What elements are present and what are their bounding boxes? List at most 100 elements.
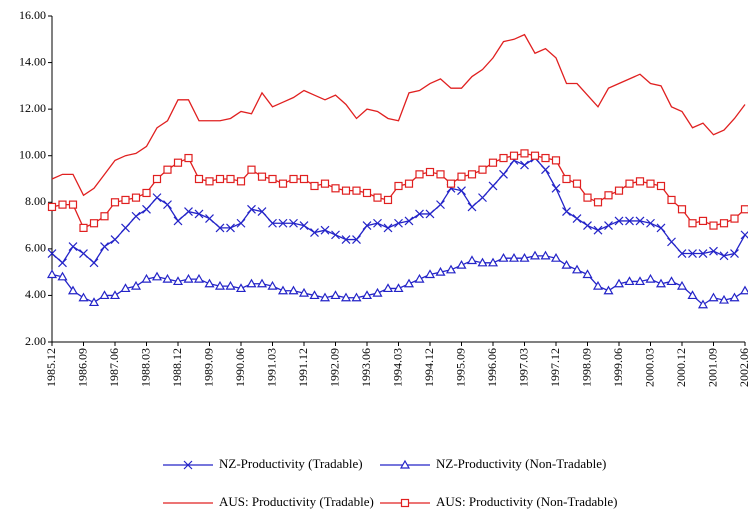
point xyxy=(572,179,582,188)
x-tick-label: 1997.03 xyxy=(516,348,530,387)
point xyxy=(163,200,172,210)
point xyxy=(698,249,708,258)
point xyxy=(362,221,372,230)
x-tick-label: 1985.12 xyxy=(44,348,58,387)
point xyxy=(436,170,445,179)
point xyxy=(457,186,466,196)
series xyxy=(47,153,748,268)
point xyxy=(47,202,57,212)
point xyxy=(562,174,571,184)
point xyxy=(478,165,487,174)
point xyxy=(330,290,341,300)
point xyxy=(225,280,236,290)
point xyxy=(352,235,361,244)
point xyxy=(194,174,204,184)
x-tick-label: 2002.06 xyxy=(737,348,748,387)
point xyxy=(592,280,604,290)
point xyxy=(498,252,509,262)
point xyxy=(299,174,309,184)
series-line xyxy=(51,152,746,229)
point xyxy=(467,202,477,212)
point xyxy=(687,290,698,300)
point xyxy=(676,280,688,290)
x-tick-label: 1991.12 xyxy=(296,348,310,387)
x-tick-label: 2001.09 xyxy=(705,348,719,387)
x-tick-label: 1990.06 xyxy=(233,348,247,387)
point xyxy=(226,174,235,184)
point xyxy=(236,177,246,186)
point xyxy=(709,246,718,256)
point xyxy=(478,193,487,203)
point xyxy=(445,264,457,274)
x-tick-label: 1994.12 xyxy=(422,348,436,387)
point xyxy=(508,252,520,262)
point xyxy=(100,242,109,251)
series-line xyxy=(51,33,746,197)
point xyxy=(351,292,362,302)
x-tick-label: 1987.06 xyxy=(107,348,121,387)
point xyxy=(340,292,352,302)
point xyxy=(530,151,540,160)
point xyxy=(729,292,740,302)
x-tick-label: 2000.03 xyxy=(642,348,656,387)
point xyxy=(79,249,88,258)
point xyxy=(289,218,298,228)
point xyxy=(257,172,267,181)
point xyxy=(456,259,467,269)
x-tick-label: 1986.09 xyxy=(75,348,89,387)
point xyxy=(593,198,603,207)
point xyxy=(141,273,152,283)
point xyxy=(520,149,529,158)
point xyxy=(121,223,130,233)
point xyxy=(246,278,257,288)
point xyxy=(435,266,446,276)
legend-label: NZ-Productivity (Tradable) xyxy=(219,456,363,471)
point xyxy=(47,249,57,258)
point xyxy=(667,195,676,205)
point xyxy=(730,214,739,223)
x-tick-label: 1991.03 xyxy=(264,348,278,387)
point xyxy=(58,200,67,209)
point xyxy=(550,252,562,262)
point xyxy=(226,223,235,233)
point xyxy=(205,177,214,186)
point xyxy=(247,204,256,214)
point xyxy=(215,223,225,233)
point xyxy=(267,280,278,290)
point xyxy=(310,228,319,237)
point xyxy=(593,225,603,235)
x-tick-label: 1989.09 xyxy=(201,348,215,387)
point xyxy=(331,230,340,240)
point xyxy=(719,251,729,261)
point xyxy=(163,165,172,174)
point xyxy=(341,186,351,195)
point xyxy=(635,177,645,186)
legend-label: NZ-Productivity (Non-Tradable) xyxy=(436,456,606,471)
point xyxy=(583,193,592,202)
point xyxy=(645,273,656,283)
point xyxy=(582,269,593,279)
point xyxy=(509,151,519,160)
point xyxy=(571,264,583,274)
point xyxy=(667,237,676,247)
x-tick-label: 1993.06 xyxy=(359,348,373,387)
point xyxy=(625,216,634,226)
point xyxy=(120,283,131,293)
point xyxy=(257,207,267,217)
point xyxy=(268,174,277,184)
point xyxy=(466,255,478,265)
point xyxy=(109,290,121,300)
point xyxy=(677,249,687,258)
point xyxy=(173,216,183,226)
point xyxy=(78,292,89,302)
point xyxy=(100,212,109,221)
point xyxy=(666,276,677,286)
point xyxy=(57,271,68,281)
point xyxy=(151,271,163,281)
y-tick-label: 2.00 xyxy=(25,334,46,348)
point xyxy=(131,193,141,202)
legend-label: AUS: Productivity (Non-Tradable) xyxy=(436,494,618,509)
point xyxy=(529,250,541,260)
point xyxy=(499,153,508,163)
point xyxy=(656,223,666,233)
